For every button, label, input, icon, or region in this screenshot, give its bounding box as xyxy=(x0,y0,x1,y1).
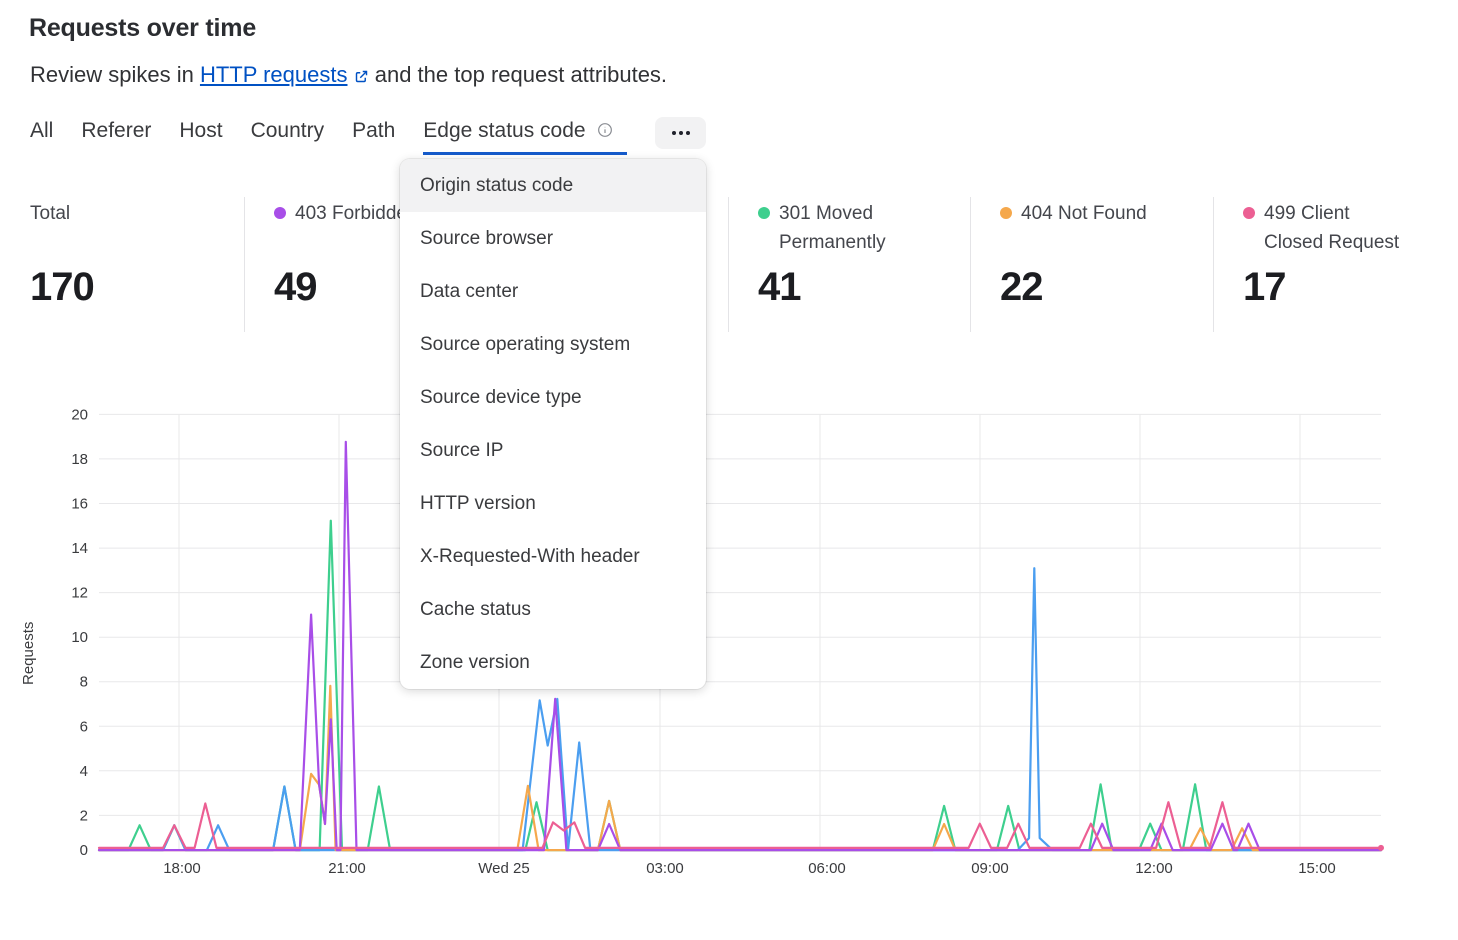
svg-text:12:00: 12:00 xyxy=(1135,860,1173,877)
svg-text:10: 10 xyxy=(71,629,88,646)
svg-text:14: 14 xyxy=(71,540,88,557)
svg-text:0: 0 xyxy=(80,842,88,859)
svg-text:4: 4 xyxy=(80,763,88,780)
svg-text:6: 6 xyxy=(80,718,88,735)
svg-text:12: 12 xyxy=(71,585,88,602)
svg-text:21:00: 21:00 xyxy=(328,860,366,877)
svg-text:16: 16 xyxy=(71,496,88,513)
svg-text:18: 18 xyxy=(71,451,88,468)
svg-text:2: 2 xyxy=(80,807,88,824)
svg-text:03:00: 03:00 xyxy=(646,860,684,877)
svg-text:15:00: 15:00 xyxy=(1298,860,1336,877)
svg-text:09:00: 09:00 xyxy=(971,860,1009,877)
svg-text:Wed 25: Wed 25 xyxy=(478,860,529,877)
svg-text:18:00: 18:00 xyxy=(163,860,201,877)
svg-text:8: 8 xyxy=(80,674,88,691)
svg-text:06:00: 06:00 xyxy=(808,860,846,877)
svg-text:20: 20 xyxy=(71,406,88,423)
